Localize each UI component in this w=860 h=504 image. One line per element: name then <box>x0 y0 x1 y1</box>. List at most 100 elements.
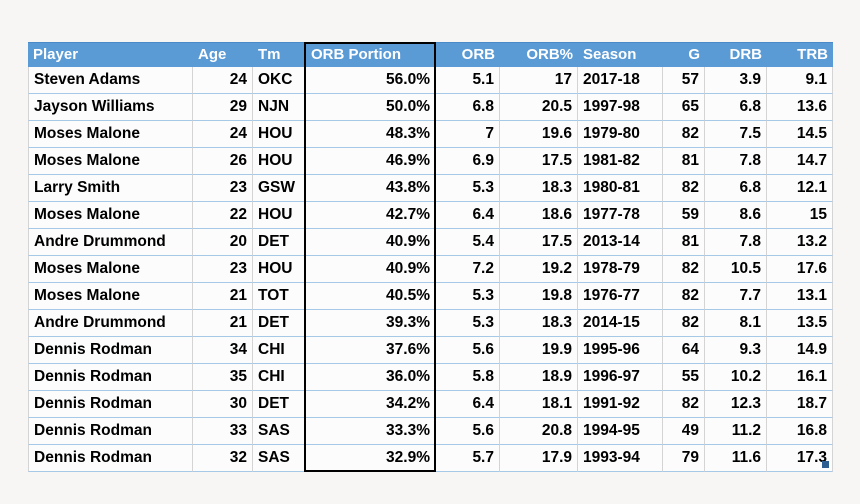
cell[interactable]: HOU <box>253 148 306 175</box>
cell[interactable]: 12.3 <box>705 391 767 418</box>
cell[interactable]: Dennis Rodman <box>28 364 193 391</box>
cell[interactable]: 82 <box>663 121 705 148</box>
cell[interactable]: 5.3 <box>436 310 500 337</box>
cell[interactable]: SAS <box>253 445 306 472</box>
cell[interactable]: 34.2% <box>306 391 436 418</box>
cell[interactable]: 1993-94 <box>578 445 663 472</box>
cell[interactable]: 14.9 <box>767 337 833 364</box>
cell[interactable]: 18.7 <box>767 391 833 418</box>
cell[interactable]: 5.7 <box>436 445 500 472</box>
cell[interactable]: 6.8 <box>705 94 767 121</box>
cell[interactable]: 59 <box>663 202 705 229</box>
cell[interactable]: 3.9 <box>705 67 767 94</box>
cell[interactable]: 8.1 <box>705 310 767 337</box>
cell[interactable]: Moses Malone <box>28 202 193 229</box>
column-header-player[interactable]: Player <box>28 42 193 67</box>
cell[interactable]: Moses Malone <box>28 121 193 148</box>
cell[interactable]: OKC <box>253 67 306 94</box>
cell[interactable]: 13.5 <box>767 310 833 337</box>
cell[interactable]: 33 <box>193 418 253 445</box>
cell[interactable]: 43.8% <box>306 175 436 202</box>
cell[interactable]: 18.3 <box>500 175 578 202</box>
cell[interactable]: 64 <box>663 337 705 364</box>
column-header-orb-pct[interactable]: ORB% <box>500 42 578 67</box>
cell[interactable]: CHI <box>253 337 306 364</box>
cell[interactable]: 13.6 <box>767 94 833 121</box>
cell[interactable]: 39.3% <box>306 310 436 337</box>
cell[interactable]: SAS <box>253 418 306 445</box>
cell[interactable]: Dennis Rodman <box>28 337 193 364</box>
cell[interactable]: 24 <box>193 121 253 148</box>
cell[interactable]: 10.2 <box>705 364 767 391</box>
cell[interactable]: TOT <box>253 283 306 310</box>
cell[interactable]: 57 <box>663 67 705 94</box>
cell[interactable]: 79 <box>663 445 705 472</box>
cell[interactable]: 50.0% <box>306 94 436 121</box>
cell[interactable]: 9.1 <box>767 67 833 94</box>
cell[interactable]: 1977-78 <box>578 202 663 229</box>
cell[interactable]: 5.3 <box>436 283 500 310</box>
cell[interactable]: 17.6 <box>767 256 833 283</box>
cell[interactable]: Dennis Rodman <box>28 445 193 472</box>
cell[interactable]: 1994-95 <box>578 418 663 445</box>
cell[interactable]: 19.2 <box>500 256 578 283</box>
cell[interactable]: 82 <box>663 391 705 418</box>
cell[interactable]: 32 <box>193 445 253 472</box>
cell[interactable]: 1980-81 <box>578 175 663 202</box>
cell[interactable]: 40.9% <box>306 229 436 256</box>
cell[interactable]: 26 <box>193 148 253 175</box>
cell[interactable]: 7.2 <box>436 256 500 283</box>
column-header-season[interactable]: Season <box>578 42 663 67</box>
cell[interactable]: Larry Smith <box>28 175 193 202</box>
cell[interactable]: 7.7 <box>705 283 767 310</box>
cell[interactable]: 18.9 <box>500 364 578 391</box>
cell[interactable]: 40.5% <box>306 283 436 310</box>
cell[interactable]: 8.6 <box>705 202 767 229</box>
cell[interactable]: Moses Malone <box>28 148 193 175</box>
cell[interactable]: 19.8 <box>500 283 578 310</box>
cell[interactable]: 18.1 <box>500 391 578 418</box>
cell[interactable]: 7.8 <box>705 148 767 175</box>
cell[interactable]: 16.8 <box>767 418 833 445</box>
cell[interactable]: 48.3% <box>306 121 436 148</box>
cell[interactable]: 5.4 <box>436 229 500 256</box>
cell[interactable]: 1995-96 <box>578 337 663 364</box>
cell[interactable]: Andre Drummond <box>28 229 193 256</box>
cell[interactable]: 32.9% <box>306 445 436 472</box>
cell[interactable]: 12.1 <box>767 175 833 202</box>
cell[interactable]: 35 <box>193 364 253 391</box>
cell[interactable]: 5.3 <box>436 175 500 202</box>
cell[interactable]: 5.1 <box>436 67 500 94</box>
cell[interactable]: 6.4 <box>436 391 500 418</box>
column-header-g[interactable]: G <box>663 42 705 67</box>
cell[interactable]: 11.6 <box>705 445 767 472</box>
cell[interactable]: 6.8 <box>436 94 500 121</box>
column-header-tm[interactable]: Tm <box>253 42 306 67</box>
cell[interactable]: 23 <box>193 256 253 283</box>
cell[interactable]: 14.7 <box>767 148 833 175</box>
cell[interactable]: GSW <box>253 175 306 202</box>
cell[interactable]: 13.1 <box>767 283 833 310</box>
cell[interactable]: 5.6 <box>436 418 500 445</box>
cell[interactable]: HOU <box>253 121 306 148</box>
cell[interactable]: 34 <box>193 337 253 364</box>
cell[interactable]: 81 <box>663 229 705 256</box>
cell[interactable]: 2017-18 <box>578 67 663 94</box>
cell[interactable]: HOU <box>253 256 306 283</box>
cell[interactable]: Jayson Williams <box>28 94 193 121</box>
cell[interactable]: 17 <box>500 67 578 94</box>
cell[interactable]: 23 <box>193 175 253 202</box>
cell[interactable]: NJN <box>253 94 306 121</box>
cell[interactable]: 42.7% <box>306 202 436 229</box>
cell[interactable]: 82 <box>663 256 705 283</box>
cell[interactable]: 19.6 <box>500 121 578 148</box>
cell[interactable]: Moses Malone <box>28 256 193 283</box>
cell[interactable]: 6.8 <box>705 175 767 202</box>
cell[interactable]: DET <box>253 310 306 337</box>
cell[interactable]: 2014-15 <box>578 310 663 337</box>
column-header-orb-portion[interactable]: ORB Portion <box>306 42 436 67</box>
table-resize-handle[interactable] <box>822 461 829 468</box>
cell[interactable]: 6.4 <box>436 202 500 229</box>
cell[interactable]: 13.2 <box>767 229 833 256</box>
cell[interactable]: 20 <box>193 229 253 256</box>
